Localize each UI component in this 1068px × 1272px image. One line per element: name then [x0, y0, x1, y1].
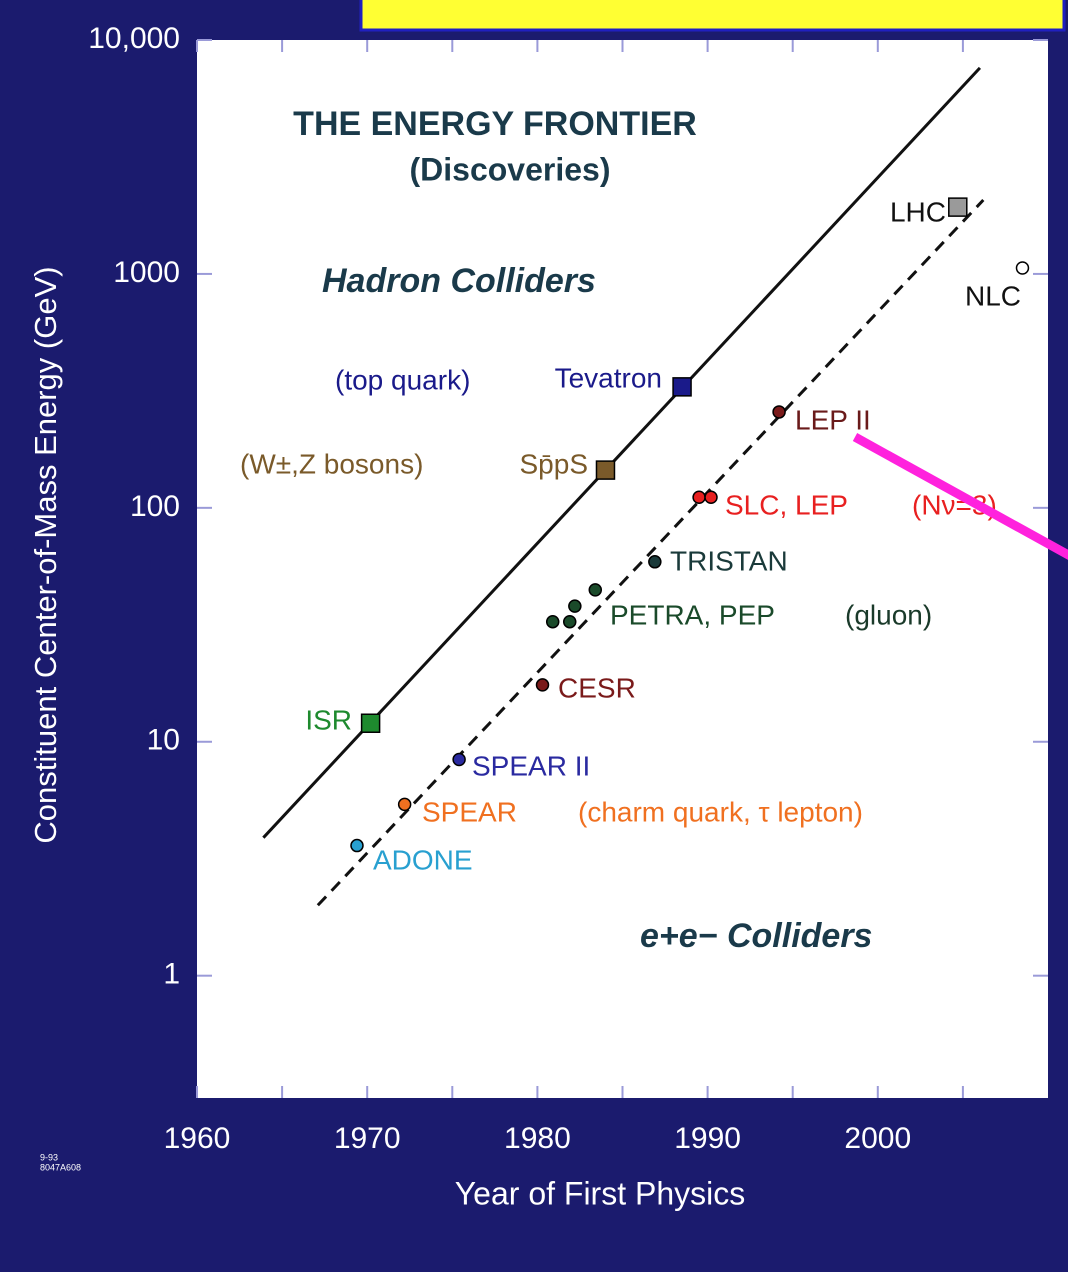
x-tick-label: 1980: [504, 1122, 571, 1155]
y-tick-label: 10: [147, 724, 180, 757]
data-point: [772, 405, 786, 419]
point-label: Tevatron: [555, 362, 662, 393]
annotation: (top quark): [335, 364, 470, 395]
pointer-arrow: [852, 433, 1068, 560]
data-point: [545, 614, 560, 629]
chart-subtitle: (Discoveries): [410, 151, 611, 187]
x-tick-label: 1990: [674, 1122, 741, 1155]
data-point: [397, 797, 412, 812]
series-name: Hadron Colliders: [322, 262, 596, 300]
x-axis-label: Year of First Physics: [455, 1175, 745, 1211]
yellow-banner: [359, 0, 1066, 32]
point-label: LEP II: [795, 404, 871, 435]
data-point: [360, 713, 381, 733]
data-point: [648, 555, 662, 569]
series-name: e+e− Colliders: [640, 917, 872, 955]
chart-title: THE ENERGY FRONTIER: [293, 105, 697, 143]
x-tick-label: 2000: [844, 1122, 911, 1155]
point-label: CESR: [558, 672, 636, 703]
x-tick-label: 1970: [334, 1122, 401, 1155]
y-tick-label: 10,000: [88, 22, 180, 55]
footnote: 9-93: [40, 1152, 58, 1162]
annotation: (gluon): [845, 599, 932, 630]
y-tick-label: 1: [163, 958, 180, 991]
annotation: (W±,Z bosons): [240, 448, 423, 479]
point-label: SLC, LEP: [725, 489, 848, 520]
annotation: (charm quark, τ lepton): [578, 796, 863, 827]
data-point: [692, 490, 706, 504]
y-axis-label: Constituent Center-of-Mass Energy (GeV): [28, 266, 63, 843]
footnote: 8047A608: [40, 1162, 81, 1172]
point-label: Sp̄pS: [520, 448, 589, 479]
point-label: PETRA, PEP: [610, 599, 775, 630]
y-tick-label: 1000: [113, 256, 180, 289]
data-point: [672, 377, 692, 397]
data-point: [452, 752, 466, 767]
point-label: SPEAR: [422, 796, 517, 827]
point-label: TRISTAN: [670, 545, 788, 576]
data-point: [948, 197, 968, 217]
point-label: ISR: [305, 704, 352, 735]
data-point: [595, 460, 616, 480]
plot-layer: 1960 1970 1980 1990 2000 1 10 100 1000 10,000 Hadr…: [40, 22, 1048, 1172]
data-point: [1015, 261, 1030, 275]
point-label: ADONE: [373, 844, 473, 875]
data-point: [568, 599, 582, 613]
data-point: [588, 583, 603, 597]
point-label: SPEAR II: [472, 750, 590, 781]
y-tick-label: 100: [130, 490, 180, 523]
trend-line: [262, 66, 982, 839]
x-tick-label: 1960: [164, 1122, 231, 1155]
data-point: [562, 614, 577, 629]
trend-line: [316, 198, 985, 907]
data-point: [350, 838, 364, 853]
point-label: LHC: [890, 196, 946, 227]
data-point: [704, 490, 718, 504]
point-label: NLC: [965, 280, 1021, 311]
plot-area: [197, 40, 1048, 1098]
data-point: [535, 678, 550, 692]
